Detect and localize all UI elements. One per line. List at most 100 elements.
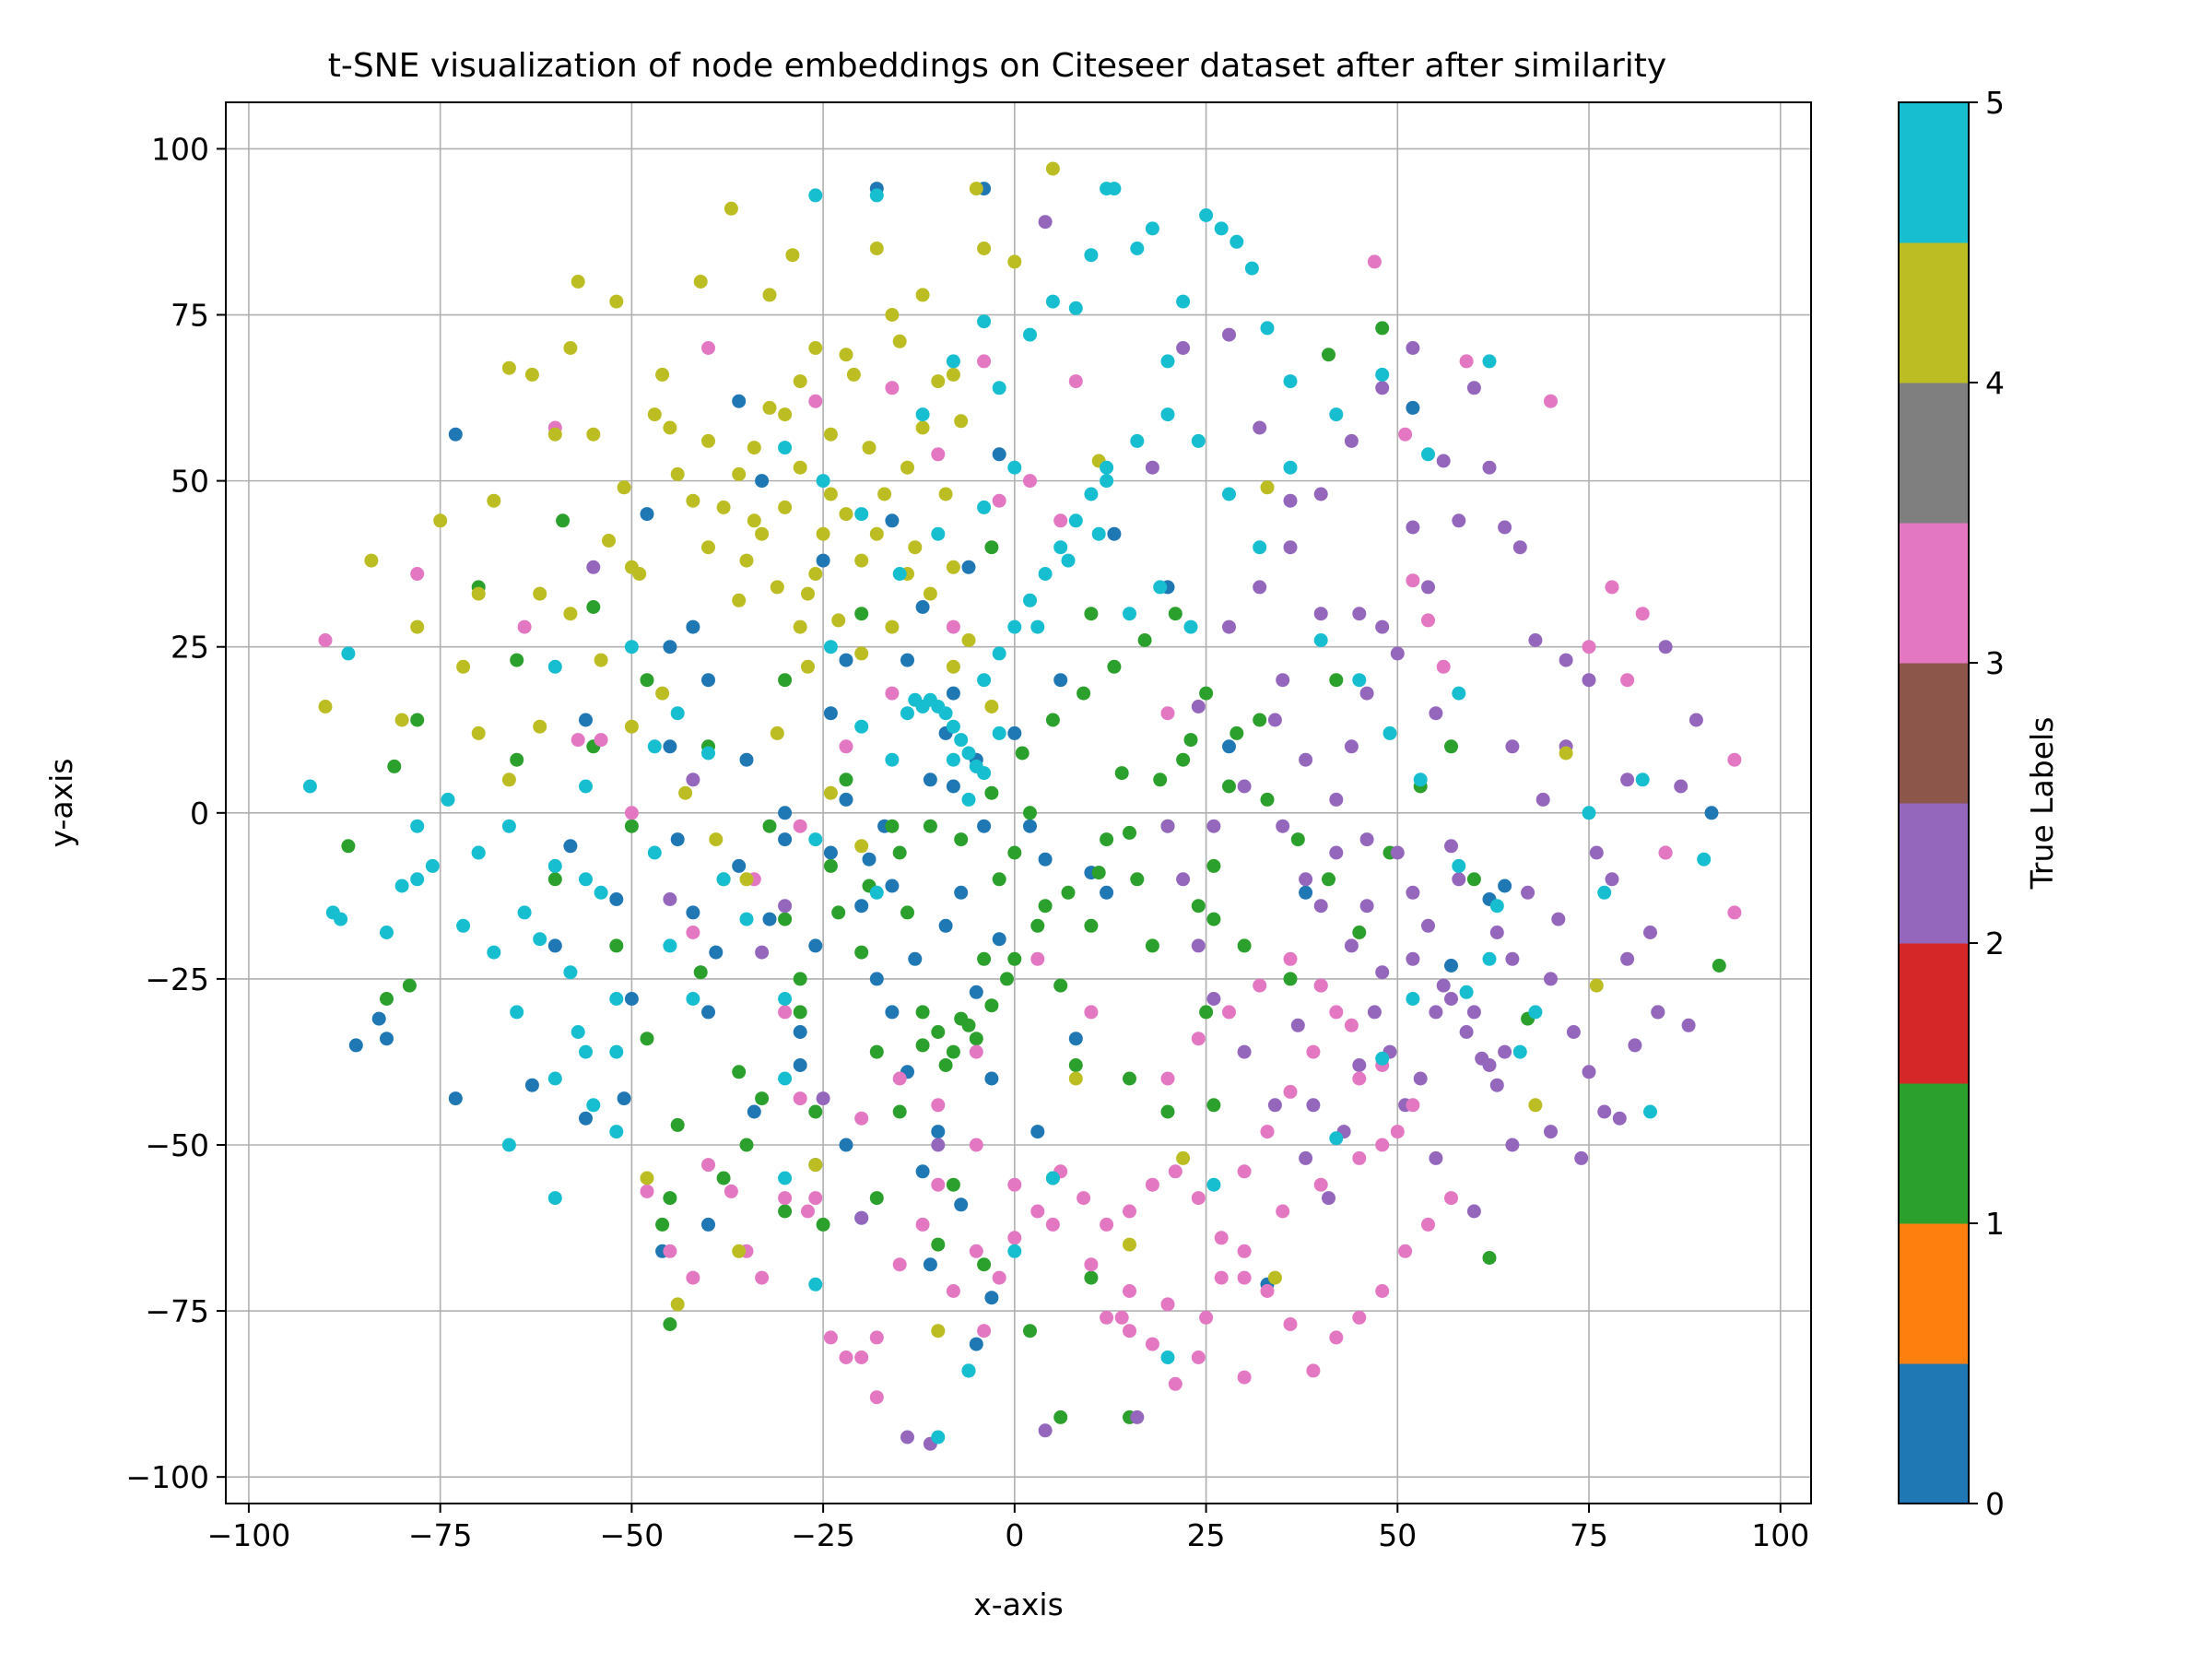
data-point-label-4 [640, 1171, 654, 1185]
data-point-label-3 [1444, 1191, 1458, 1206]
data-point-label-2 [1344, 938, 1359, 953]
data-point-label-0 [1068, 1032, 1083, 1046]
data-point-label-2 [854, 1210, 869, 1225]
data-point-label-5 [1091, 526, 1106, 541]
data-point-label-5 [533, 932, 547, 947]
data-point-label-5 [1191, 433, 1206, 448]
data-point-label-4 [716, 500, 731, 514]
data-point-label-4 [969, 182, 983, 196]
data-point-label-1 [984, 785, 999, 800]
data-point-label-2 [1375, 965, 1390, 980]
data-point-label-1 [547, 872, 562, 887]
data-point-label-5 [869, 885, 884, 900]
data-point-label-0 [1704, 806, 1719, 820]
data-point-label-3 [778, 1005, 793, 1020]
data-point-label-5 [471, 845, 486, 860]
data-point-label-0 [1100, 885, 1114, 900]
data-point-label-1 [1352, 926, 1367, 939]
data-point-label-1 [762, 819, 777, 833]
data-point-label-2 [931, 1138, 946, 1152]
data-point-label-1 [793, 972, 807, 986]
data-point-label-4 [846, 367, 861, 382]
data-point-label-0 [348, 1038, 363, 1053]
data-point-label-3 [1030, 1204, 1045, 1219]
data-point-label-2 [1375, 619, 1390, 634]
data-point-label-5 [816, 474, 830, 489]
y-tick-label: −50 [145, 1127, 209, 1163]
data-point-label-3 [1237, 1244, 1252, 1258]
data-point-label-4 [693, 275, 708, 289]
data-point-label-1 [387, 759, 402, 773]
x-ticks: −100 −75 −50 −25 0 25 50 75 100 [207, 1504, 1809, 1553]
data-point-label-4 [862, 441, 877, 455]
data-point-label-4 [609, 294, 624, 309]
data-point-label-3 [701, 1158, 715, 1173]
data-point-label-4 [923, 586, 937, 601]
data-point-label-2 [686, 773, 700, 787]
data-point-label-3 [1199, 1310, 1214, 1325]
data-point-label-2 [1222, 619, 1236, 634]
data-point-label-3 [946, 619, 960, 634]
data-point-label-1 [1183, 733, 1198, 748]
data-point-label-1 [1375, 321, 1390, 336]
data-point-label-3 [1160, 706, 1175, 721]
data-point-label-0 [1053, 673, 1068, 688]
data-point-label-4 [946, 659, 960, 674]
data-point-label-4 [762, 400, 777, 415]
data-point-label-4 [471, 725, 486, 740]
data-point-label-3 [1605, 580, 1619, 595]
data-point-label-2 [1429, 1005, 1443, 1020]
data-point-label-5 [977, 673, 992, 688]
data-point-label-5 [778, 1171, 793, 1185]
data-point-label-0 [448, 1091, 463, 1106]
data-point-label-4 [524, 367, 539, 382]
x-axis-label: x-axis [973, 1586, 1064, 1622]
data-point-label-5 [1421, 447, 1435, 462]
data-point-label-1 [1466, 872, 1481, 887]
data-point-label-5 [808, 832, 823, 847]
data-point-label-5 [1023, 327, 1037, 342]
data-point-label-2 [1535, 792, 1550, 807]
data-point-label-3 [992, 1270, 1006, 1285]
data-point-label-1 [946, 1044, 960, 1059]
data-point-label-5 [1045, 294, 1060, 309]
data-point-label-2 [1352, 1058, 1367, 1072]
data-point-label-2 [1489, 926, 1504, 939]
data-point-label-4 [793, 460, 807, 475]
data-point-label-5 [670, 706, 685, 721]
data-point-label-2 [1674, 779, 1688, 794]
colorbar: 0 1 2 3 4 5 [1898, 85, 2005, 1522]
data-point-label-1 [1023, 1324, 1037, 1339]
data-point-label-3 [1123, 1204, 1136, 1219]
data-point-label-0 [1038, 852, 1053, 867]
data-point-label-1 [1160, 1104, 1175, 1119]
data-point-label-2 [1466, 381, 1481, 395]
data-point-label-1 [1053, 1409, 1068, 1424]
data-point-label-1 [808, 1104, 823, 1119]
data-point-label-5 [1352, 673, 1367, 688]
data-point-label-0 [579, 713, 593, 727]
data-point-label-3 [869, 1330, 884, 1345]
data-point-label-0 [977, 819, 992, 833]
data-point-label-2 [1413, 1071, 1428, 1086]
data-point-label-3 [1421, 613, 1435, 628]
data-point-label-4 [1260, 480, 1275, 495]
data-point-label-3 [1620, 673, 1635, 688]
data-point-label-0 [954, 1197, 969, 1212]
data-point-label-3 [1214, 1231, 1229, 1245]
data-point-label-2 [1299, 872, 1313, 887]
data-point-label-1 [1107, 659, 1122, 674]
colorbar-segment [1899, 1083, 1969, 1224]
data-point-label-4 [586, 427, 601, 442]
data-point-label-5 [1222, 487, 1236, 501]
data-point-label-1 [831, 905, 846, 920]
data-point-label-3 [823, 1330, 838, 1345]
data-point-label-5 [334, 912, 348, 926]
data-point-label-5 [1068, 513, 1083, 528]
data-point-label-3 [931, 447, 946, 462]
data-point-label-4 [433, 513, 448, 528]
data-point-label-1 [510, 752, 524, 767]
data-point-label-0 [732, 394, 747, 408]
